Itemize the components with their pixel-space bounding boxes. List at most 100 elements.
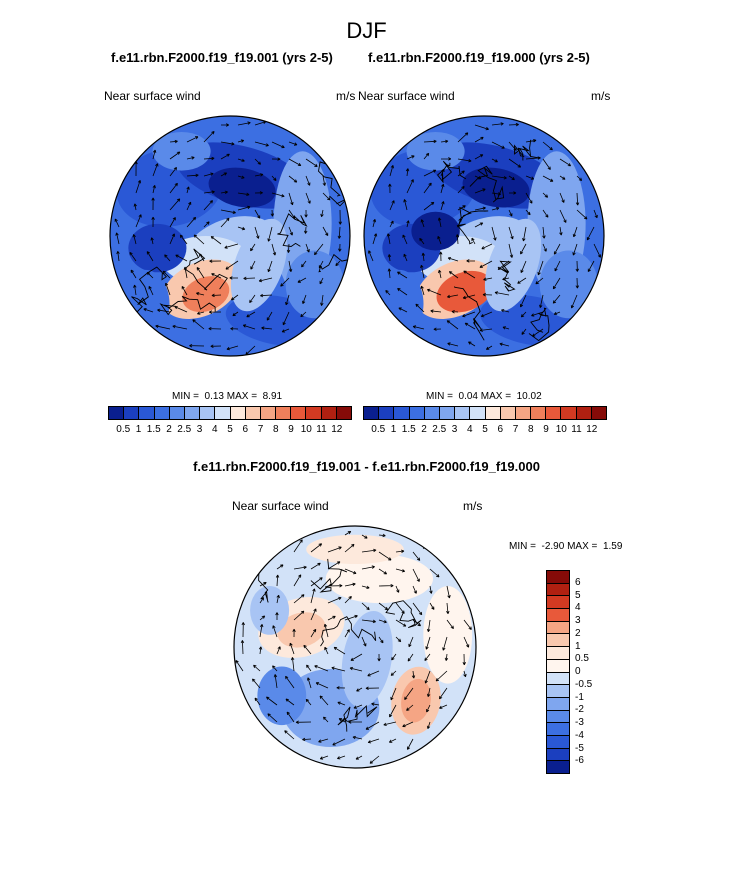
wind-vector <box>129 251 137 262</box>
wind-vector <box>575 192 580 206</box>
wind-vector <box>497 260 510 270</box>
wind-vector <box>303 644 312 655</box>
wind-vector <box>199 253 205 262</box>
contour-region <box>230 218 288 312</box>
wind-vector <box>323 716 329 723</box>
wind-vector <box>389 220 394 228</box>
contour-region <box>306 534 404 565</box>
wind-vector <box>259 624 264 638</box>
colorbar-swatch <box>154 407 170 419</box>
wind-vector <box>437 236 442 245</box>
wind-vector <box>485 345 493 350</box>
wind-vector <box>423 169 437 177</box>
wind-vector <box>203 221 210 228</box>
wind-vector <box>378 619 387 624</box>
wind-vector <box>253 664 261 672</box>
wind-vector <box>289 642 295 655</box>
wind-vector <box>146 251 154 262</box>
wind-vector <box>285 698 295 706</box>
wind-vector <box>365 686 380 690</box>
wind-vector <box>319 277 324 285</box>
colorbar-swatch <box>124 407 140 419</box>
wind-vector <box>439 251 443 262</box>
coastline <box>320 616 377 647</box>
colorbar-swatch <box>591 407 606 419</box>
wind-vector <box>412 602 423 616</box>
wind-vector <box>135 180 141 194</box>
wind-vector <box>186 173 199 178</box>
wind-vector <box>164 282 171 296</box>
wind-vector <box>319 695 329 706</box>
coastline <box>385 600 422 629</box>
wind-vector <box>433 327 442 331</box>
wind-vector <box>235 660 244 672</box>
colorbar-swatch <box>547 609 569 622</box>
wind-vector <box>337 755 346 760</box>
colorbar-tick-label: 11 <box>571 424 582 435</box>
wind-vector <box>310 588 316 604</box>
map-border <box>363 115 605 357</box>
wind-vector <box>442 636 448 651</box>
colorbar-tick-label: -1 <box>575 691 584 703</box>
wind-vector <box>385 290 391 296</box>
wind-vector <box>151 216 155 228</box>
panel3-units-label: m/s <box>463 499 483 513</box>
wind-vector <box>186 186 190 194</box>
wind-vector <box>424 653 431 661</box>
wind-vector <box>474 175 482 180</box>
wind-vector <box>254 191 263 195</box>
wind-vector <box>451 310 459 314</box>
wind-vector <box>272 665 278 672</box>
colorbar-tick-label: 5 <box>482 424 488 435</box>
wind-vector <box>241 622 245 638</box>
wind-vector <box>521 328 527 335</box>
wind-vector <box>552 277 561 290</box>
wind-vector <box>203 200 213 211</box>
wind-vector <box>372 219 377 228</box>
wind-vector <box>220 172 228 177</box>
wind-vector <box>447 257 459 262</box>
wind-vector <box>237 139 245 143</box>
wind-vector <box>554 260 561 272</box>
colorbar-tick-label: 5 <box>227 424 233 435</box>
wind-vector <box>356 687 363 692</box>
wind-vector <box>406 155 415 160</box>
wind-vector <box>491 122 504 126</box>
wind-vector <box>395 585 400 593</box>
wind-vector <box>369 755 380 764</box>
wind-vector <box>390 670 397 676</box>
wind-vector <box>304 209 308 218</box>
wind-vector <box>430 309 442 313</box>
wind-vector <box>229 276 239 280</box>
coastline <box>159 295 216 316</box>
map-border <box>109 115 351 357</box>
wind-vector <box>300 311 307 318</box>
wind-vector <box>542 175 554 182</box>
colorbar-swatch <box>500 407 516 419</box>
wind-vector <box>183 266 188 279</box>
contour-region <box>128 223 187 273</box>
panel2-colorbar-labels: 0.5 1 1.5 2 2.5 3 4 5 6 7 8 9 10 11 12 <box>363 424 607 438</box>
wind-vector <box>323 623 329 638</box>
colorbar-tick-label: 12 <box>331 424 343 435</box>
coastline <box>528 307 550 342</box>
colorbar-tick-label: 2.5 <box>177 424 192 435</box>
wind-vector <box>368 250 374 262</box>
wind-vector <box>259 582 267 587</box>
wind-vector <box>261 326 273 330</box>
colorbar-tick-label: 1.5 <box>401 424 416 435</box>
wind-vector <box>408 636 414 648</box>
coastline <box>454 286 485 341</box>
wind-vector <box>254 697 261 706</box>
wind-vector <box>320 209 324 218</box>
wind-vector <box>491 158 498 163</box>
wind-vector <box>365 721 380 730</box>
contour-region <box>182 276 230 313</box>
wind-vector <box>491 192 502 196</box>
contour-region <box>484 218 542 312</box>
colorbar-swatch <box>200 407 216 419</box>
colorbar-swatch <box>321 407 337 419</box>
wind-vector <box>132 234 137 245</box>
panel2-colorbar <box>363 406 607 420</box>
wind-vector <box>367 738 380 744</box>
